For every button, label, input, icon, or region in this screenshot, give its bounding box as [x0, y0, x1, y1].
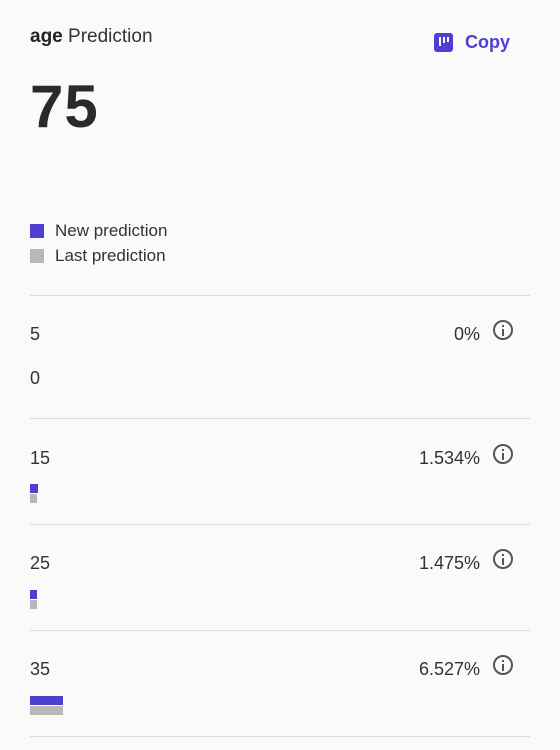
divider: [30, 418, 530, 419]
info-icon[interactable]: [493, 320, 513, 340]
last-prediction-swatch: [30, 248, 44, 263]
copy-button[interactable]: Copy: [434, 32, 510, 53]
row-percent: 0%: [453, 324, 480, 344]
row-label: 35: [30, 659, 51, 679]
row-percent: 1.534%: [418, 448, 480, 468]
divider: [30, 736, 530, 737]
new-prediction-bar: [30, 696, 63, 705]
legend-item-last: Last prediction: [30, 243, 167, 268]
row-percent: 1.475%: [418, 553, 480, 573]
row-percent: 6.527%: [418, 659, 480, 679]
legend-new-label: New prediction: [55, 220, 168, 240]
last-prediction-bar: [30, 706, 63, 715]
last-prediction-bar: [30, 600, 38, 609]
last-prediction-bar: [30, 494, 38, 503]
info-icon[interactable]: [493, 549, 513, 569]
row-label: 5: [30, 324, 41, 344]
title-suffix: Prediction: [68, 26, 153, 47]
prediction-value: 75: [30, 73, 99, 140]
legend-last-label: Last prediction: [55, 245, 166, 265]
info-icon[interactable]: [493, 444, 513, 464]
legend: New prediction Last prediction: [30, 218, 167, 268]
copy-icon: [434, 33, 453, 52]
divider: [30, 524, 530, 525]
panel-title: age Prediction: [30, 26, 153, 48]
row-sub-value: 0: [30, 368, 41, 388]
legend-item-new: New prediction: [30, 218, 167, 243]
copy-label: Copy: [465, 32, 510, 52]
field-name: age: [30, 26, 63, 47]
divider: [30, 630, 530, 631]
new-prediction-swatch: [30, 223, 44, 238]
info-icon[interactable]: [493, 655, 513, 675]
new-prediction-bar: [30, 590, 38, 599]
row-label: 15: [30, 448, 51, 468]
row-label: 25: [30, 553, 51, 573]
divider: [30, 295, 530, 296]
new-prediction-bar: [30, 484, 38, 493]
